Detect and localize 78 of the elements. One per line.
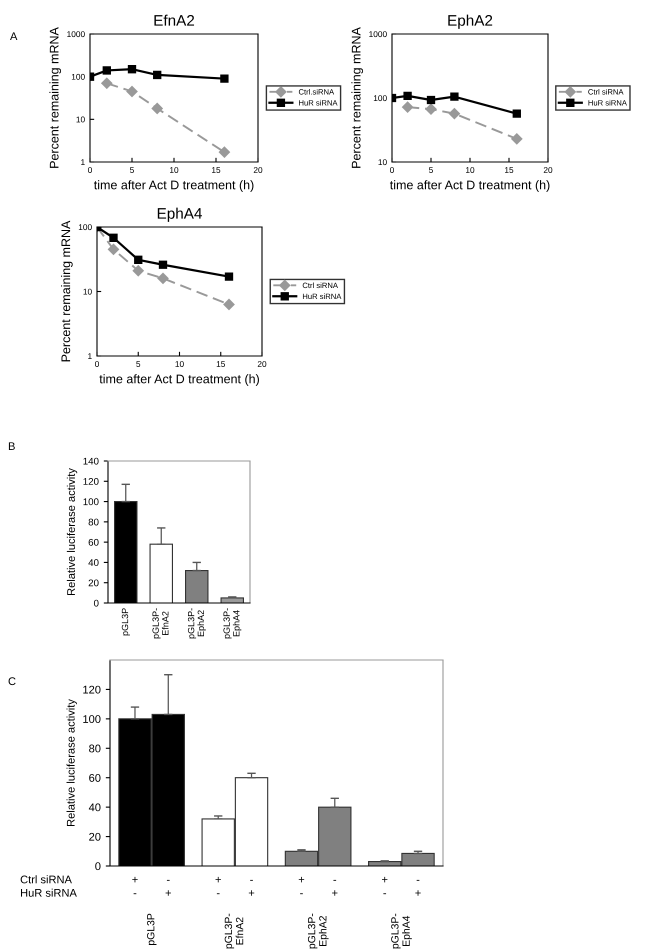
text: - xyxy=(216,893,220,894)
y-axis-title: Relative luciferase activity xyxy=(66,468,78,595)
text: - xyxy=(416,880,420,881)
text: - xyxy=(166,880,170,881)
y-tick-label: 0 xyxy=(94,600,99,607)
x-tick-label: 10 xyxy=(176,361,184,367)
text: + xyxy=(166,890,171,896)
x-tick-label: 20 xyxy=(544,167,552,173)
text: - xyxy=(300,893,303,894)
y-tick-label: 120 xyxy=(83,686,101,694)
y-axis-title: Percent remaining mRNA xyxy=(61,220,73,362)
y-tick-label: 1000 xyxy=(67,31,85,38)
x-tick-label: pGL3P- EphA4 xyxy=(223,608,242,638)
y-tick-label: 100 xyxy=(83,498,99,506)
y-tick-label: 1000 xyxy=(369,31,387,38)
x-tick-label: 0 xyxy=(390,167,394,173)
x-tick-label: 5 xyxy=(136,361,140,367)
y-tick-label: 100 xyxy=(83,715,101,723)
text: + xyxy=(216,876,221,882)
x-tick-label: pGL3P- EphA2 xyxy=(188,608,206,638)
text: + xyxy=(332,890,338,896)
y-tick-label: 40 xyxy=(88,803,101,812)
text: + xyxy=(298,876,304,882)
y-axis-title: Relative luciferase activity xyxy=(66,699,77,826)
text: - xyxy=(250,880,253,881)
y-tick-label: 100 xyxy=(374,95,387,102)
y-tick-label: 20 xyxy=(89,832,101,841)
y-tick-label: 60 xyxy=(89,774,101,782)
x-tick-label: pGL3P xyxy=(147,914,156,945)
y-tick-label: 60 xyxy=(88,538,99,546)
text: + xyxy=(415,890,421,896)
x-tick-label: 5 xyxy=(130,167,134,173)
y-tick-label: 120 xyxy=(83,478,99,485)
x-axis-title: time after Act D treatment (h) xyxy=(99,374,259,386)
y-tick-label: 20 xyxy=(88,579,99,586)
x-tick-label: 15 xyxy=(216,361,226,367)
x-tick-label: pGL3P xyxy=(122,608,130,636)
x-tick-label: pGL3P- EphA2 xyxy=(308,914,329,948)
text: B xyxy=(8,442,15,450)
x-tick-label: 15 xyxy=(505,167,514,173)
x-tick-label: pGL3P- EphA4 xyxy=(391,914,412,948)
y-tick-label: 0 xyxy=(95,862,101,870)
text: - xyxy=(333,880,336,881)
x-tick-label: 20 xyxy=(258,361,266,367)
text: A xyxy=(10,32,18,40)
y-tick-label: 10 xyxy=(378,159,387,166)
text: C xyxy=(8,677,16,686)
chart-title: EfnA2 xyxy=(154,14,194,26)
text: + xyxy=(248,890,254,896)
y-tick-label: 1 xyxy=(81,159,85,166)
y-tick-label: 140 xyxy=(83,458,99,465)
y-tick-label: 80 xyxy=(88,518,99,526)
y-tick-label: 40 xyxy=(88,559,99,566)
x-tick-label: pGL3P- EfnA2 xyxy=(152,608,168,638)
text: + xyxy=(132,876,138,882)
chart-title: EphA4 xyxy=(158,208,202,222)
y-tick-label: 10 xyxy=(84,288,92,295)
x-tick-label: 10 xyxy=(466,167,474,173)
y-axis-title: Percent remaining mRNA xyxy=(49,27,62,168)
y-tick-label: 1 xyxy=(88,353,92,360)
x-tick-label: 20 xyxy=(254,167,262,173)
x-tick-label: pGL3P- EfnA2 xyxy=(224,914,244,948)
text: - xyxy=(134,893,136,894)
y-tick-label: 100 xyxy=(78,224,92,230)
x-axis-title: time after Act D treatment (h) xyxy=(94,180,254,192)
x-tick-label: 15 xyxy=(212,167,220,173)
x-tick-label: 5 xyxy=(429,167,433,173)
text: Ctrl siRNA xyxy=(20,875,72,884)
y-tick-label: 100 xyxy=(72,74,85,80)
text: HuR siRNA xyxy=(21,888,77,897)
chart-title: EphA2 xyxy=(448,14,492,29)
x-tick-label: 10 xyxy=(170,167,178,173)
text: - xyxy=(383,893,386,894)
x-axis-title: time after Act D treatment (h) xyxy=(390,180,550,192)
text: + xyxy=(382,876,388,882)
y-tick-label: 10 xyxy=(76,116,85,122)
y-tick-label: 80 xyxy=(89,744,101,752)
y-axis-title: Percent remaining mRNA xyxy=(351,27,364,168)
